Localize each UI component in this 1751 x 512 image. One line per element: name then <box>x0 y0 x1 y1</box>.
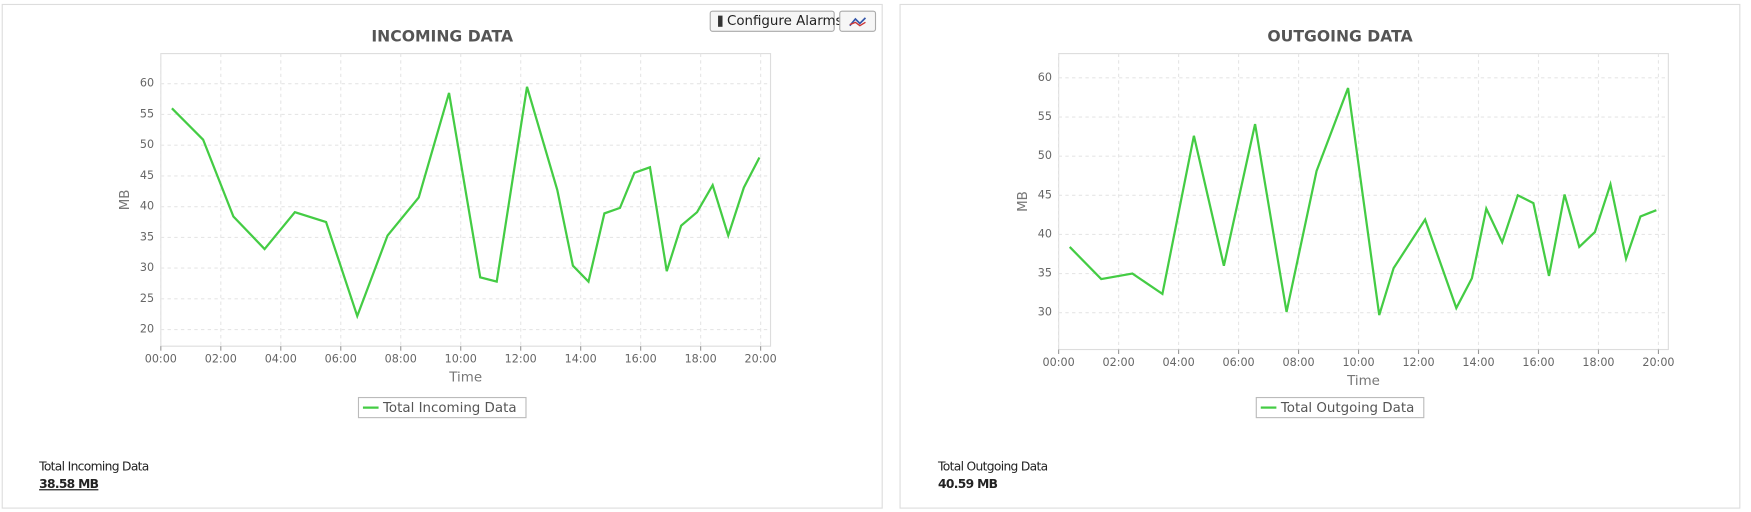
x-tick-label: 04:00 <box>1163 356 1195 369</box>
x-tick-label: 10:00 <box>445 353 477 366</box>
y-tick-label: 30 <box>140 261 154 274</box>
x-tick-label: 20:00 <box>745 353 777 366</box>
y-tick-label: 60 <box>140 77 154 90</box>
chart-title: INCOMING DATA <box>371 26 514 45</box>
y-tick-label: 50 <box>1038 149 1052 162</box>
x-tick-label: 16:00 <box>1522 356 1554 369</box>
x-tick-label: 08:00 <box>385 353 417 366</box>
y-tick-label: 60 <box>1038 71 1052 84</box>
legend-label: Total Outgoing Data <box>1280 401 1414 416</box>
y-tick-label: 20 <box>140 323 154 336</box>
y-tick-label: 30 <box>1038 306 1052 319</box>
y-tick-label: 40 <box>140 200 154 213</box>
plot-area <box>160 53 772 347</box>
legend-box <box>357 396 527 419</box>
x-tick-label: 00:00 <box>1043 356 1075 369</box>
y-axis-label: MB <box>118 190 133 211</box>
x-tick-label: 14:00 <box>1462 356 1494 369</box>
chart-type-button[interactable] <box>839 10 877 32</box>
y-tick-label: 45 <box>140 169 154 182</box>
x-axis-label: Time <box>448 370 482 385</box>
x-tick-label: 00:00 <box>145 353 177 366</box>
legend-box <box>1255 396 1425 419</box>
x-tick-label: 20:00 <box>1642 356 1674 369</box>
y-tick-label: 35 <box>1038 267 1052 280</box>
x-axis-label: Time <box>1346 374 1380 389</box>
series-line <box>1068 87 1657 316</box>
summary-label: Total Incoming Data <box>38 459 149 473</box>
summary-value[interactable]: 38.58 MB <box>39 477 99 491</box>
x-tick-label: 12:00 <box>505 353 537 366</box>
x-tick-label: 10:00 <box>1342 356 1374 369</box>
x-tick-label: 02:00 <box>1103 356 1135 369</box>
legend-label: Total Incoming Data <box>382 401 517 416</box>
button-label[interactable]: Configure Alarms <box>727 14 843 29</box>
configure-alarms-button[interactable]: Configure Alarms <box>709 10 843 32</box>
x-tick-label: 06:00 <box>325 353 357 366</box>
y-tick-label: 55 <box>140 107 154 120</box>
x-tick-label: 02:00 <box>205 353 237 366</box>
y-tick-label: 55 <box>1038 110 1052 123</box>
x-tick-label: 12:00 <box>1402 356 1434 369</box>
x-tick-label: 18:00 <box>685 353 717 366</box>
y-axis-label: MB <box>1016 191 1031 212</box>
x-tick-label: 06:00 <box>1223 356 1255 369</box>
x-tick-label: 16:00 <box>625 353 657 366</box>
y-tick-label: 25 <box>140 292 154 305</box>
series-line <box>171 86 761 320</box>
y-tick-label: 45 <box>1038 188 1052 201</box>
x-tick-label: 04:00 <box>265 353 297 366</box>
legend: Total Incoming Data <box>357 396 527 419</box>
x-tick-label: 18:00 <box>1582 356 1614 369</box>
legend: Total Outgoing Data <box>1255 396 1425 419</box>
chart-title: OUTGOING DATA <box>1267 26 1413 45</box>
summary-value: 40.59 MB <box>938 477 998 491</box>
y-tick-label: 35 <box>140 230 154 243</box>
x-tick-label: 08:00 <box>1282 356 1314 369</box>
y-tick-label: 50 <box>140 138 154 151</box>
x-tick-label: 14:00 <box>565 353 597 366</box>
y-tick-label: 40 <box>1038 227 1052 240</box>
summary-label: Total Outgoing Data <box>937 459 1048 473</box>
